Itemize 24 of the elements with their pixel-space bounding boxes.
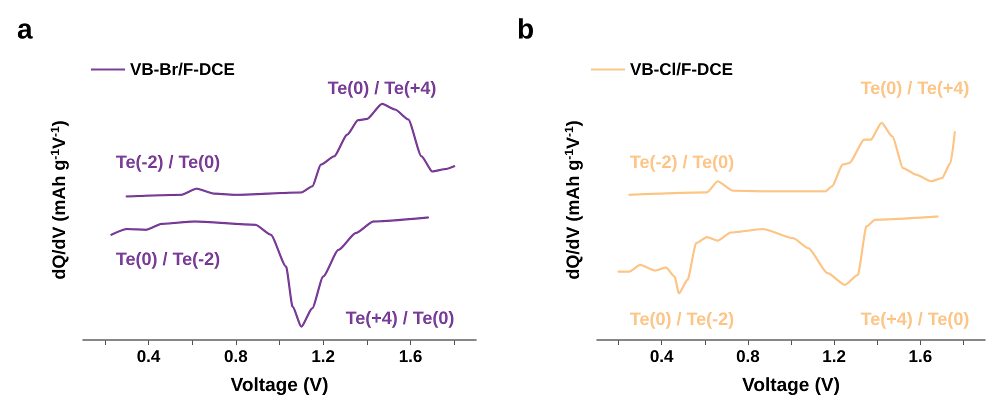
x-tick-label: 1.6 <box>908 347 932 366</box>
annotation: Te(0) / Te(-2) <box>630 309 734 329</box>
x-axis-title: Voltage (V) <box>230 375 328 396</box>
x-tick-label: 0.8 <box>224 347 248 366</box>
annotation: Te(-2) / Te(0) <box>116 152 220 172</box>
legend-label: VB-Cl/F-DCE <box>630 60 733 79</box>
x-tick-label: 1.2 <box>822 347 846 366</box>
chart-title: a <box>17 14 33 44</box>
annotation: Te(-2) / Te(0) <box>630 152 734 172</box>
legend-label: VB-Br/F-DCE <box>130 60 235 79</box>
annotation: Te(0) / Te(-2) <box>116 249 220 269</box>
text: Te(0) / Te(+4) <box>860 78 970 98</box>
x-tick-label: 0.4 <box>650 347 674 366</box>
chart-title: b <box>517 14 534 44</box>
x-tick-label: 1.2 <box>311 347 335 366</box>
y-axis-title: dQ/dV (mAh g-1V-1) <box>562 120 583 280</box>
x-tick-label: 1.6 <box>398 347 422 366</box>
x-axis-title: Voltage (V) <box>742 375 840 396</box>
x-tick-label: 0.4 <box>136 347 161 366</box>
x-tick-label: 0.8 <box>736 347 760 366</box>
annotation: Te(+4) / Te(0) <box>346 308 454 328</box>
y-axis-title: dQ/dV (mAh g-1V-1) <box>48 120 69 280</box>
text: Te(0) / Te(+4) <box>328 78 436 98</box>
annotation: Te(+4) / Te(0) <box>860 309 970 329</box>
